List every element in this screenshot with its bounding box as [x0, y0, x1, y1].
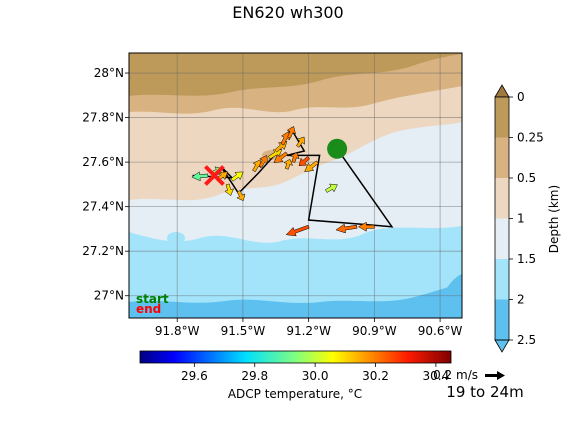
y-tick-label-3: 27.4°N	[82, 200, 124, 214]
depth-colorbar-label: Depth (km)	[547, 185, 561, 253]
start-marker	[327, 138, 348, 159]
temperature-colorbar: 29.6 29.8 30.0 30.2 30.4 ADCP temperature, °…	[139, 350, 452, 401]
y-tick-label-0: 28°N	[94, 66, 124, 80]
depth-band-4	[495, 259, 509, 300]
depth-colorbar-bands	[495, 97, 509, 340]
scale-key: 0.2 m/s 19 to 24m	[433, 368, 524, 401]
map-frame	[128, 52, 463, 319]
x-tick-label-0: 91.8°W	[155, 324, 200, 338]
map-panel: 91.8°W 91.5°W 91.2°W 90.9°W 90.6°W 28°N 27.8°…	[82, 52, 463, 338]
current-vectors	[191, 126, 375, 237]
temp-tick-label-0: 29.6	[181, 369, 208, 383]
current-vector-17	[304, 160, 319, 173]
current-vector-15	[283, 158, 294, 170]
legend-end: end	[136, 302, 161, 316]
map-gridlines	[129, 53, 462, 318]
x-axis-ticks: 91.8°W 91.5°W 91.2°W 90.9°W 90.6°W	[155, 318, 463, 338]
current-vector-6	[252, 159, 262, 173]
temperature-colorbar-ticks: 29.6 29.8 30.0 30.2 30.4	[181, 363, 449, 383]
current-vector-18	[325, 183, 338, 193]
x-tick-label-2: 91.2°W	[286, 324, 331, 338]
temperature-colorbar-label: ADCP temperature, °C	[228, 387, 362, 401]
depth-tick-label-5: 2	[517, 293, 525, 307]
scale-arrow-label: 0.2 m/s	[433, 368, 478, 382]
deep-patch-west	[167, 232, 185, 244]
y-tick-label-5: 27°N	[94, 289, 124, 303]
depth-tick-label-0: 0	[517, 90, 525, 104]
x-tick-label-3: 90.9°W	[352, 324, 397, 338]
current-vector-13	[273, 151, 289, 164]
depth-tick-label-3: 1	[517, 212, 525, 226]
chart-title: EN620 wh300	[232, 3, 343, 22]
deep-basin-2-2.5km	[129, 282, 462, 318]
depth-colorbar: 0 0.25 0.5 1 1.5 2 2.5 Depth (km)	[494, 84, 561, 353]
temp-tick-label-1: 29.8	[241, 369, 268, 383]
depth-band-5	[495, 299, 509, 340]
y-tick-label-1: 27.8°N	[82, 111, 124, 125]
depth-range-label: 19 to 24m	[446, 383, 523, 401]
current-vector-4	[224, 183, 234, 196]
x-tick-label-4: 90.6°W	[418, 324, 463, 338]
temp-tick-label-3: 30.2	[362, 369, 389, 383]
current-vector-7	[258, 155, 268, 168]
current-vector-20	[335, 223, 358, 234]
current-vector-5	[236, 190, 246, 202]
depth-band-1	[495, 137, 509, 178]
current-vector-3	[230, 171, 244, 182]
x-tick-label-1: 91.5°W	[221, 324, 266, 338]
scale-arrow	[485, 371, 505, 380]
depth-band-0	[495, 97, 509, 138]
current-vector-16	[298, 156, 311, 166]
current-vector-14	[289, 152, 300, 163]
depth-colorbar-bottom-extension	[494, 339, 510, 353]
end-marker	[204, 165, 225, 186]
temp-tick-label-4: 30.4	[423, 369, 450, 383]
deep-patch-mid	[203, 208, 217, 216]
depth-band-2	[495, 178, 509, 219]
current-vector-0	[191, 171, 209, 182]
depth-tick-label-2: 0.5	[517, 171, 536, 185]
current-vector-12	[296, 136, 305, 148]
temp-tick-label-2: 30.0	[302, 369, 329, 383]
depth-colorbar-ticks: 0 0.25 0.5 1 1.5 2 2.5	[509, 90, 544, 347]
depth-colorbar-top-extension	[494, 84, 510, 98]
current-vector-19	[285, 224, 310, 237]
depth-band-3	[495, 218, 509, 259]
current-vector-11	[286, 126, 296, 139]
y-tick-label-2: 27.6°N	[82, 155, 124, 169]
depth-tick-label-4: 1.5	[517, 252, 536, 266]
y-tick-label-4: 27.2°N	[82, 244, 124, 258]
y-axis-ticks: 28°N 27.8°N 27.6°N 27.4°N 27.2°N 27°N	[82, 66, 129, 303]
current-vector-21	[357, 221, 375, 232]
temperature-colorbar-gradient	[139, 350, 452, 364]
legend-start: start	[136, 292, 169, 306]
depth-tick-label-6: 2.5	[517, 333, 536, 347]
depth-tick-label-1: 0.25	[517, 131, 544, 145]
depth-band-0-0.25km	[129, 53, 462, 96]
current-vector-10	[280, 131, 290, 146]
